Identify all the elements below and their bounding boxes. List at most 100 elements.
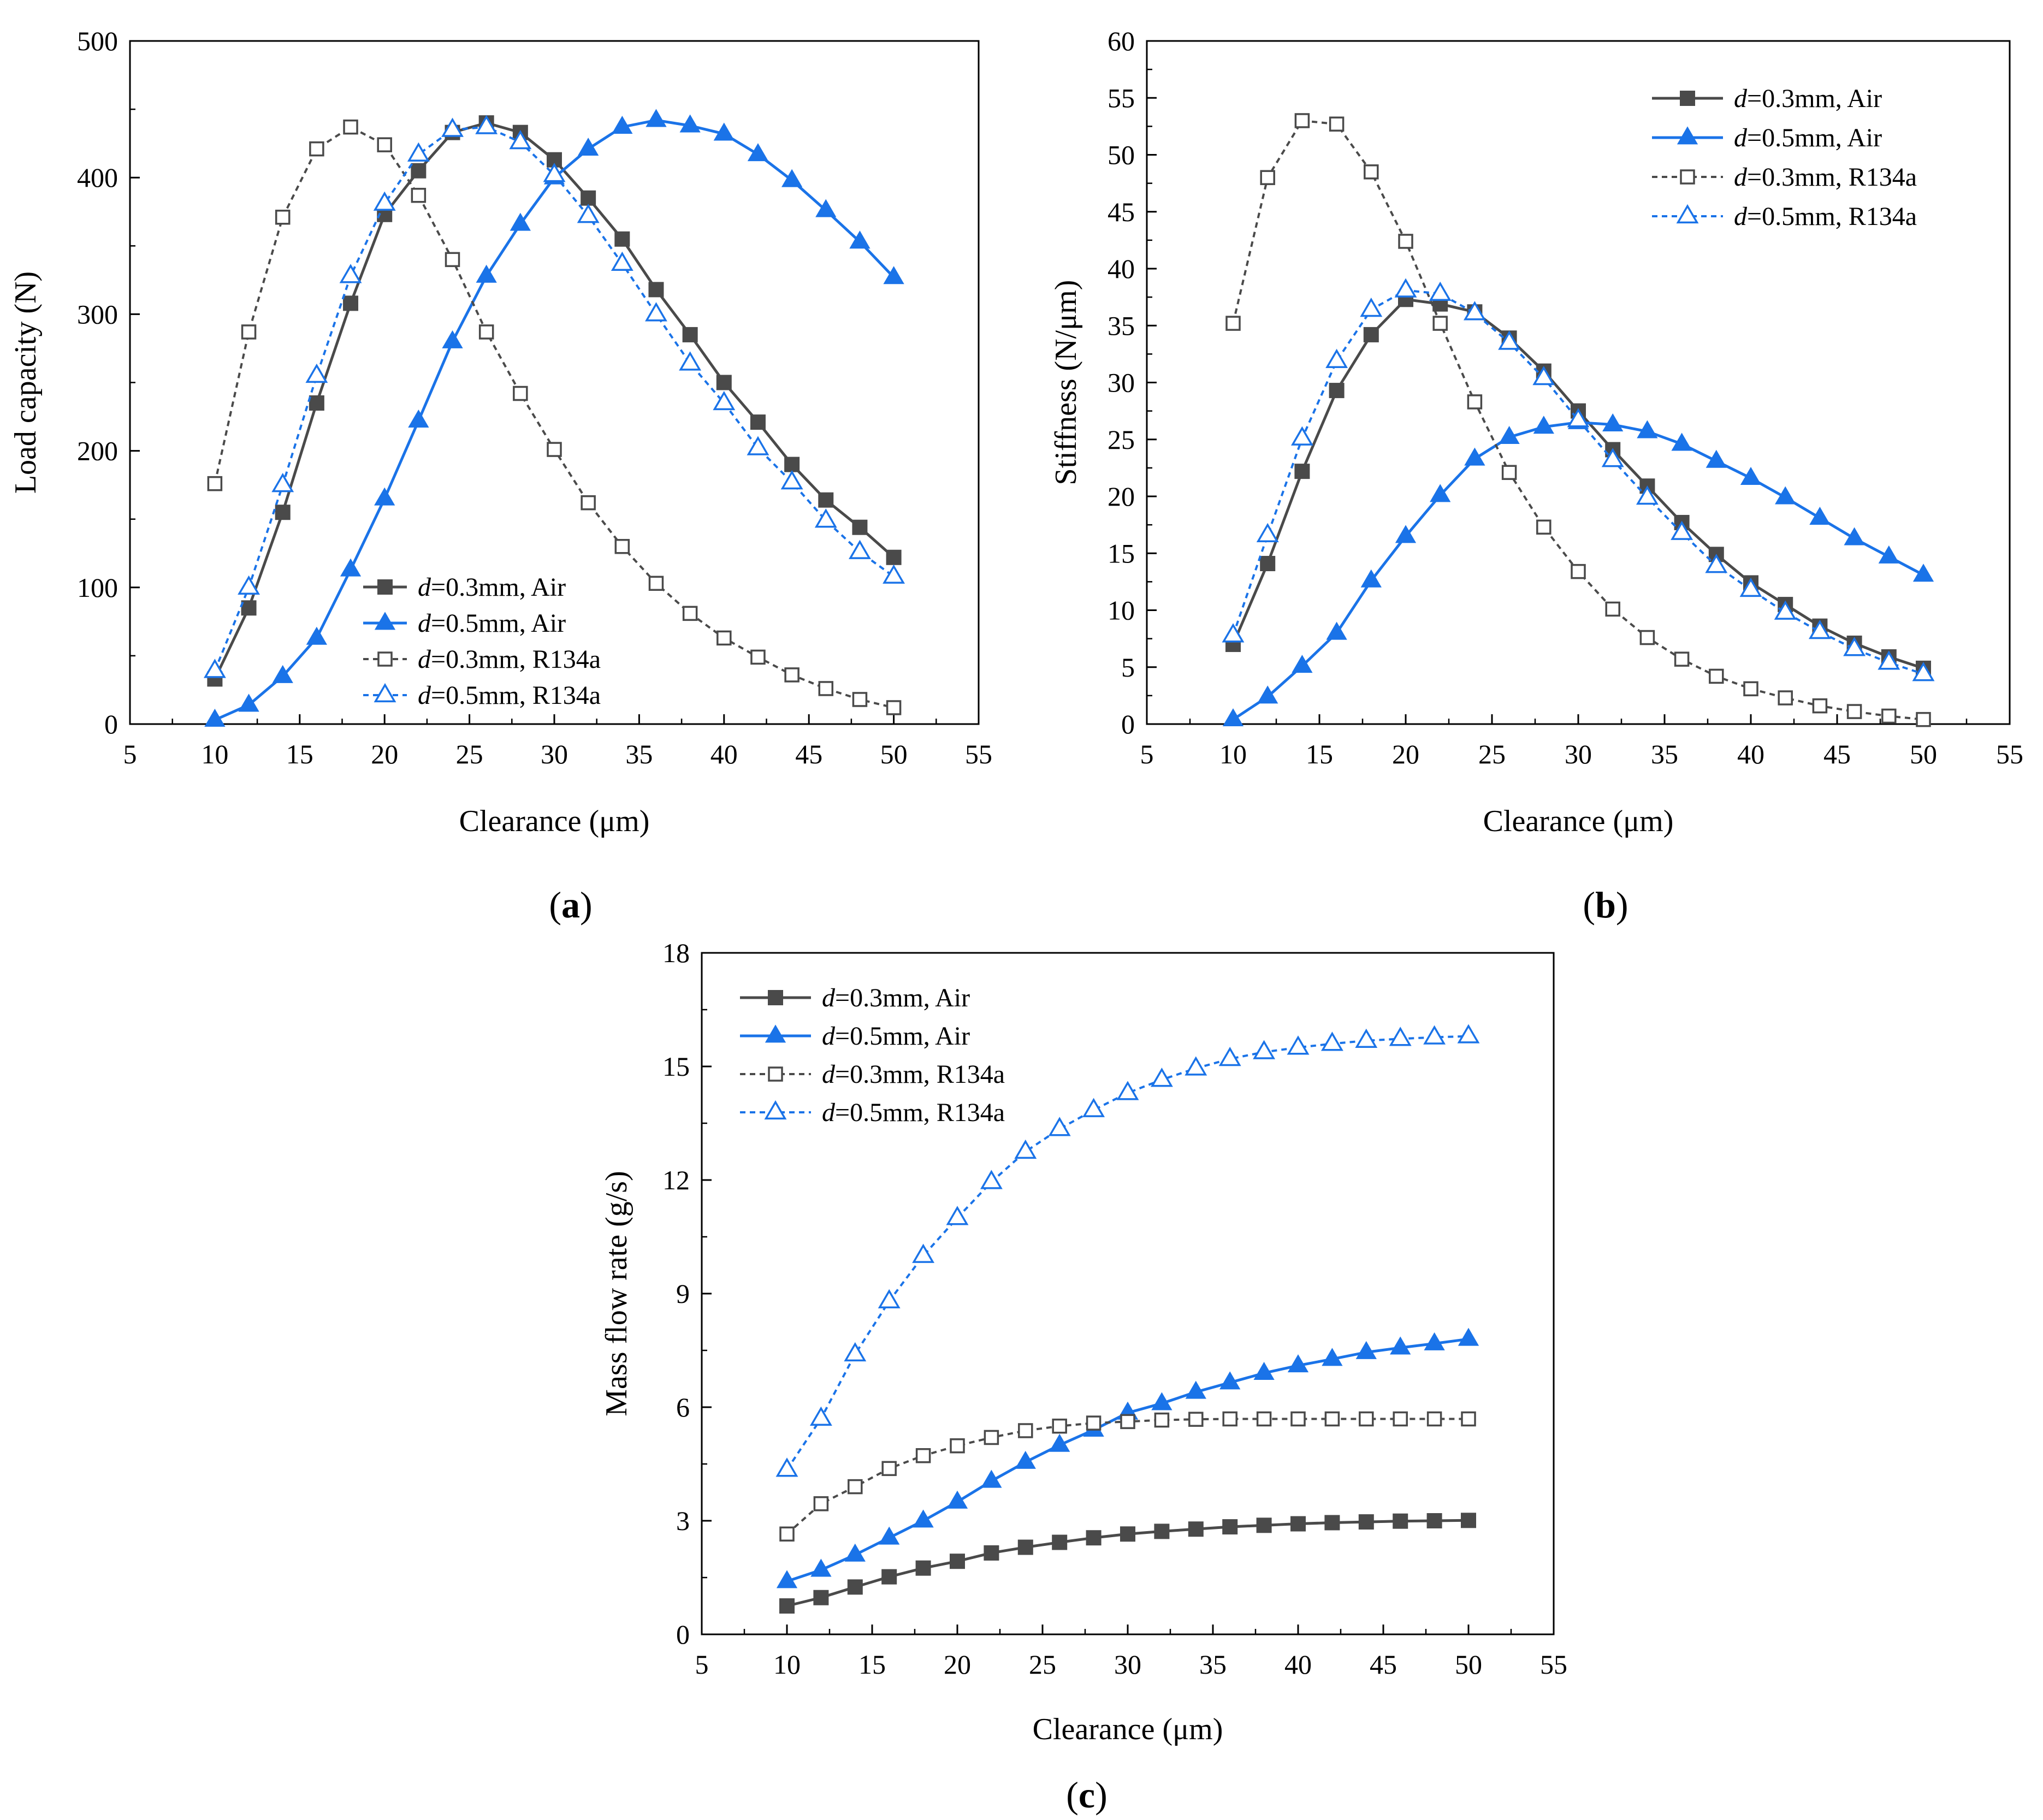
data-point [1778,690,1793,706]
data-point [305,363,328,383]
x-tick-label: 35 [1199,1649,1227,1680]
data-point [809,1406,832,1426]
data-point [1290,426,1313,446]
x-tick-label: 20 [371,739,398,769]
data-point [1257,685,1278,704]
x-tick-label: 5 [123,739,137,769]
data-point [1256,1411,1272,1427]
data-point [849,230,871,249]
data-point [1287,1035,1310,1055]
data-point [883,564,905,584]
data-point [886,700,902,715]
data-point [1329,116,1345,132]
x-tick-label: 15 [858,1649,886,1680]
legend-label: d=0.5mm, Air [1734,123,1882,152]
data-point [1533,416,1554,434]
y-tick-label: 200 [77,436,118,466]
y-tick-label: 25 [1108,424,1135,455]
x-tick-label: 10 [1219,739,1247,769]
y-tick-label: 40 [1108,253,1135,284]
y-tick-label: 5 [1121,652,1135,683]
data-point [343,295,359,311]
legend-marker [768,990,783,1005]
series-2 [207,119,902,715]
legend-label: d=0.5mm, R134a [822,1098,1005,1127]
data-point [1671,520,1693,540]
y-tick-label: 3 [676,1505,690,1536]
series-2 [779,1411,1476,1542]
y-tick-label: 6 [676,1392,690,1422]
data-point [445,252,460,268]
data-point [1364,164,1379,180]
x-tick-label: 25 [456,739,483,769]
data-point [1086,1530,1102,1546]
data-point [1322,1348,1343,1366]
data-point [1739,577,1762,597]
data-point [275,505,291,520]
data-point [1320,1031,1343,1051]
legend-marker [1676,204,1699,224]
y-tick-label: 400 [77,162,118,193]
data-point [950,1438,965,1454]
data-point [1774,600,1797,620]
data-point [1426,1513,1442,1528]
data-point [881,1569,897,1585]
data-point [1430,484,1451,502]
data-point [306,626,328,645]
data-point [1808,620,1831,639]
x-tick-label: 50 [1910,739,1937,769]
data-point [750,414,766,430]
y-tick-label: 300 [77,299,118,329]
data-point [645,302,667,322]
legend-label: d=0.3mm, R134a [1734,163,1917,192]
data-point [750,649,766,665]
data-point [509,130,532,150]
x-tick-label: 40 [710,739,738,769]
y-axis-title: Load capacity (N) [9,271,43,494]
y-tick-label: 35 [1108,310,1135,341]
data-point [1355,1341,1377,1359]
data-point [547,442,562,457]
legend-marker [377,651,393,667]
data-point [913,1509,934,1528]
legend-marker [1677,126,1698,145]
x-tick-label: 30 [1565,739,1592,769]
x-axis-title: Clearance (μm) [1483,804,1674,838]
data-point [1671,432,1692,451]
data-point [1017,1539,1033,1555]
data-point [1605,601,1620,617]
data-point [878,1289,901,1309]
data-point [1457,1024,1480,1044]
data-point [818,492,834,508]
data-point [984,1430,999,1445]
legend-label: d=0.3mm, R134a [418,645,601,674]
series-0 [207,115,902,687]
data-point [1878,650,1900,670]
data-point [1458,1327,1479,1346]
series-line [786,1337,1469,1583]
data-point [1256,1517,1272,1533]
data-point [1294,113,1310,128]
data-point [946,1490,968,1509]
data-point [1185,1056,1207,1076]
data-point [950,1554,965,1569]
data-point [648,576,664,591]
data-point [1222,708,1244,727]
data-point [374,487,395,506]
data-point [915,1448,931,1463]
data-point [679,114,701,133]
y-tick-label: 0 [1121,709,1135,739]
data-point [1461,1513,1476,1528]
data-point [1015,1450,1036,1469]
data-point [682,606,698,621]
x-tick-label: 45 [1370,1649,1397,1680]
data-point [204,708,226,727]
data-point [1120,1414,1135,1430]
legend-label: d=0.3mm, R134a [822,1060,1005,1089]
series-0 [779,1513,1476,1614]
series-line [1232,289,1924,675]
data-point [981,1469,1002,1488]
data-point [1358,1514,1374,1530]
data-point [1360,569,1382,588]
data-point [1706,449,1727,468]
